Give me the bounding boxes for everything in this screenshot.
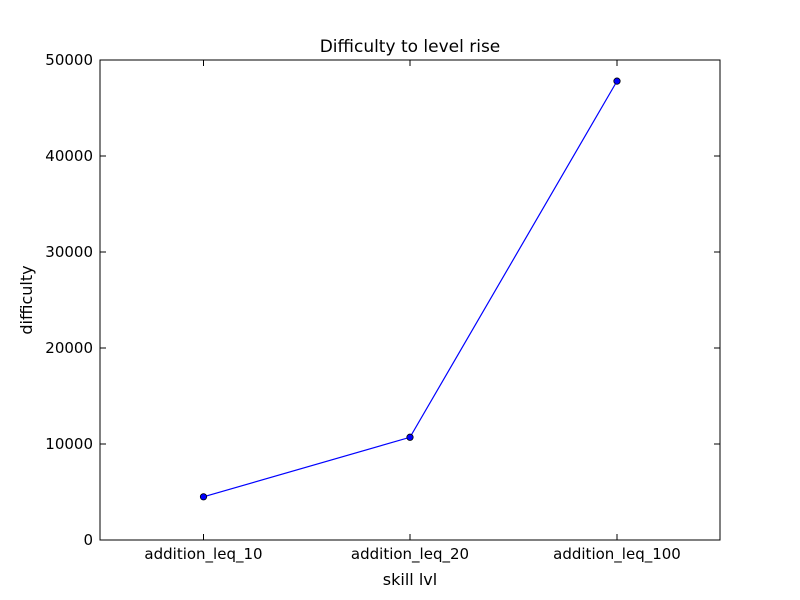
y-tick-label: 10000	[45, 435, 93, 453]
y-tick-label: 50000	[45, 51, 93, 69]
y-tick-label: 30000	[45, 243, 93, 261]
plot-frame	[100, 60, 720, 540]
y-tick-label: 40000	[45, 147, 93, 165]
y-tick-label: 20000	[45, 339, 93, 357]
series-markers	[200, 78, 620, 500]
y-axis-label: difficulty	[17, 265, 36, 334]
chart-title: Difficulty to level rise	[320, 37, 501, 57]
x-tick-label: addition_leq_20	[351, 545, 469, 564]
data-point-1	[200, 494, 206, 500]
data-point-3	[614, 78, 620, 84]
x-axis-ticks: addition_leq_10 addition_leq_20 addition_l…	[144, 60, 680, 564]
x-tick-label: addition_leq_100	[553, 545, 681, 564]
x-tick-label: addition_leq_10	[144, 545, 262, 564]
y-tick-label: 0	[83, 531, 93, 549]
data-point-2	[407, 434, 413, 440]
y-axis-ticks: 0 10000 20000 30000 40000 50000	[45, 51, 720, 549]
x-axis-label: skill lvl	[383, 570, 437, 589]
